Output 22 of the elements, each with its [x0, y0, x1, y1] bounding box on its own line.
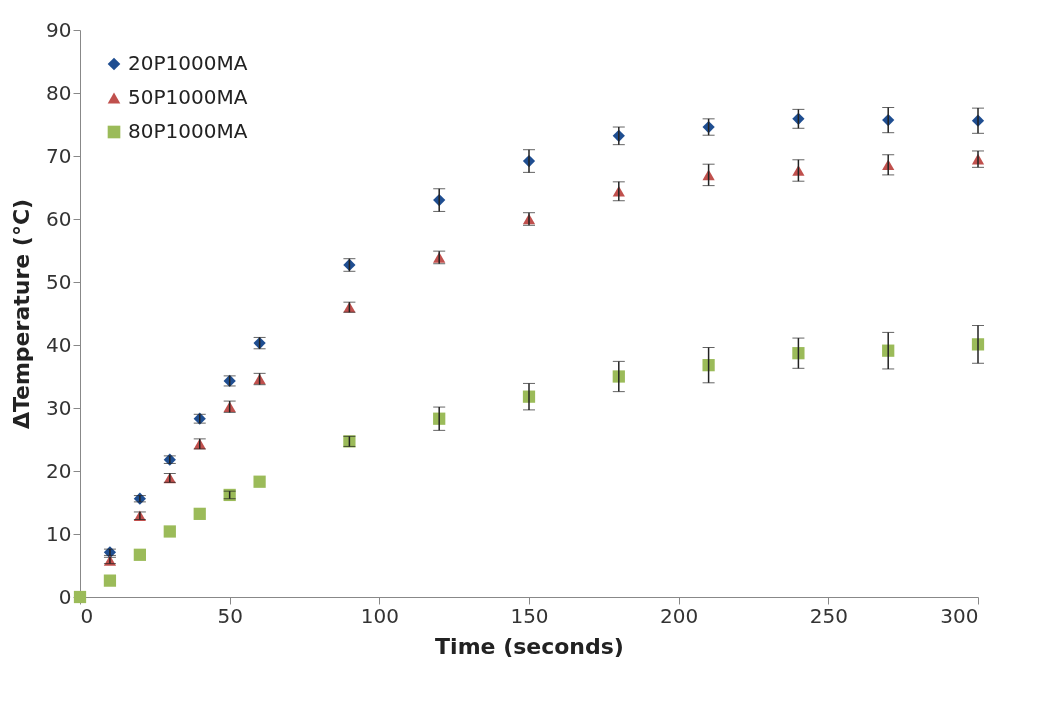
y-tick-label: 50	[46, 269, 72, 294]
x-tick-label: 50	[217, 603, 243, 628]
legend-label: 20P1000MA	[128, 51, 248, 75]
legend-label: 80P1000MA	[128, 119, 248, 143]
x-tick-label: 150	[510, 603, 549, 628]
y-tick-label: 90	[46, 17, 72, 42]
y-tick-label: 70	[46, 143, 72, 168]
x-tick-label: 0	[80, 603, 94, 628]
x-tick-label: 200	[660, 603, 699, 628]
y-tick-label: 20	[46, 458, 72, 483]
legend-label: 50P1000MA	[128, 85, 248, 109]
x-axis-title: Time (seconds)	[435, 633, 624, 659]
y-axis-title: ΔTemperature (°C)	[9, 198, 35, 430]
y-tick-label: 10	[46, 521, 72, 546]
y-tick-label: 30	[46, 395, 72, 420]
y-tick-label: 60	[46, 206, 72, 231]
x-tick-label: 100	[360, 603, 399, 628]
y-tick-label: 80	[46, 80, 72, 105]
x-tick-label: 300	[940, 603, 979, 628]
x-tick-label: 250	[809, 603, 848, 628]
y-tick-label: 40	[46, 332, 72, 357]
y-tick-label: 0	[58, 584, 72, 609]
